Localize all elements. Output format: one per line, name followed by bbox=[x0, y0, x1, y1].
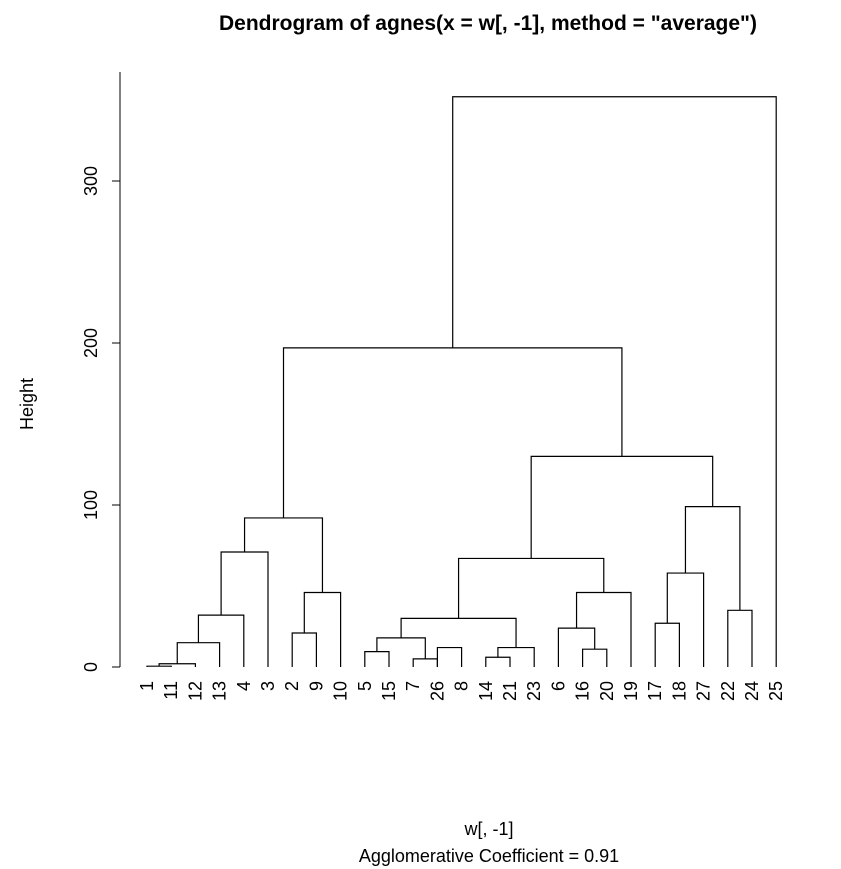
x-axis-label: w[, -1] bbox=[463, 819, 513, 839]
leaf-label: 7 bbox=[403, 681, 423, 691]
leaf-label: 18 bbox=[669, 681, 689, 701]
dendrogram-merge bbox=[557, 627, 596, 667]
leaf-label: 20 bbox=[597, 681, 617, 701]
dendrogram-merge bbox=[376, 637, 426, 659]
leaf-label: 5 bbox=[355, 681, 375, 691]
dendrogram-merge bbox=[364, 651, 390, 667]
y-axis-label: Height bbox=[17, 378, 37, 430]
dendrogram-merge bbox=[485, 656, 511, 667]
dendrogram-merge bbox=[412, 658, 438, 667]
dendrogram-merge bbox=[197, 614, 245, 667]
leaf-label: 25 bbox=[766, 681, 786, 701]
dendrogram-merge bbox=[654, 622, 680, 667]
leaf-label: 8 bbox=[452, 681, 472, 691]
dendrogram-merge bbox=[457, 557, 605, 619]
dendrogram-merge bbox=[282, 347, 623, 518]
y-tick-label: 200 bbox=[81, 328, 101, 358]
leaf-labels: 1 11 12 13 4 3 2 9 10 5 15 7 26 8 14 21 23 6 16 20 19 17 18 27 2… bbox=[137, 681, 786, 701]
leaf-label: 13 bbox=[210, 681, 230, 701]
leaf-label: 1 bbox=[137, 681, 157, 691]
y-axis: 0 100 200 300 bbox=[81, 72, 121, 672]
leaf-label: 10 bbox=[331, 681, 351, 701]
leaf-label: 23 bbox=[524, 681, 544, 701]
dendrogram-merge bbox=[582, 648, 608, 667]
agglomerative-coefficient: Agglomerative Coefficient = 0.91 bbox=[359, 846, 619, 866]
leaf-label: 12 bbox=[185, 681, 205, 701]
dendrogram-merge bbox=[303, 591, 342, 667]
y-tick-label: 100 bbox=[81, 490, 101, 520]
leaf-label: 17 bbox=[645, 681, 665, 701]
dendrogram-merge bbox=[243, 517, 324, 593]
leaf-label: 16 bbox=[573, 681, 593, 701]
dendrogram-merge bbox=[684, 506, 741, 611]
dendrogram-merge bbox=[400, 617, 517, 648]
leaf-label: 6 bbox=[548, 681, 568, 691]
y-tick-label: 300 bbox=[81, 166, 101, 196]
dendrogram-branches bbox=[146, 96, 777, 667]
leaf-label: 24 bbox=[742, 681, 762, 701]
leaf-label: 2 bbox=[282, 681, 302, 691]
leaf-label: 9 bbox=[306, 681, 326, 691]
leaf-label: 3 bbox=[258, 681, 278, 691]
dendrogram-merge bbox=[436, 646, 463, 667]
y-tick-label: 0 bbox=[81, 662, 101, 672]
dendrogram-merge bbox=[220, 551, 269, 667]
leaf-label: 4 bbox=[234, 681, 254, 691]
dendrogram-merge bbox=[727, 609, 753, 667]
dendrogram-merge bbox=[575, 591, 632, 667]
leaf-label: 15 bbox=[379, 681, 399, 701]
leaf-label: 14 bbox=[476, 681, 496, 701]
leaf-label: 11 bbox=[161, 681, 181, 700]
dendrogram-merge bbox=[146, 665, 172, 667]
chart-title: Dendrogram of agnes(x = w[, -1], method … bbox=[219, 12, 757, 35]
dendrogram-merge bbox=[666, 572, 705, 667]
dendrogram-merge bbox=[452, 96, 777, 667]
leaf-label: 19 bbox=[621, 681, 641, 701]
leaf-label: 26 bbox=[427, 681, 447, 701]
dendrogram-merge bbox=[291, 632, 317, 667]
leaf-label: 21 bbox=[500, 681, 520, 701]
leaf-label: 22 bbox=[718, 681, 738, 701]
leaf-label: 27 bbox=[694, 681, 714, 701]
